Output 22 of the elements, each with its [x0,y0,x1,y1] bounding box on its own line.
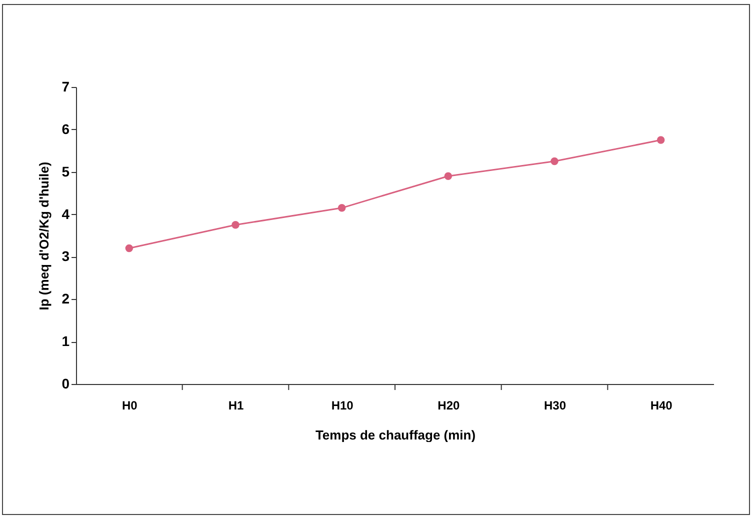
point [338,204,346,212]
y-tick-label: 2 [62,290,70,307]
y-axis-title: Ip (meq d'O2/Kg d'huile) [36,162,52,310]
point [125,244,134,252]
x-tick-label: H10 [331,398,354,412]
y-tick-label: 1 [62,333,70,350]
x-tick-label: H20 [438,398,460,412]
x-tick-label: H0 [122,398,138,412]
y-tick-label: 5 [62,163,70,180]
point [656,136,665,144]
y-tick-label: 3 [62,248,70,264]
y-tick-label: 7 [62,78,70,94]
x-tick-label: H1 [228,398,244,412]
point [550,157,558,166]
y-tick-label: 0 [62,376,70,392]
point [232,221,240,229]
x-tick-label: H40 [650,398,673,412]
y-tick-label: 6 [62,120,70,137]
point [444,172,452,180]
x-axis-title: Temps de chauffage (min) [315,428,476,442]
y-tick-label: 4 [62,206,70,222]
x-tick-label: H30 [544,398,566,412]
